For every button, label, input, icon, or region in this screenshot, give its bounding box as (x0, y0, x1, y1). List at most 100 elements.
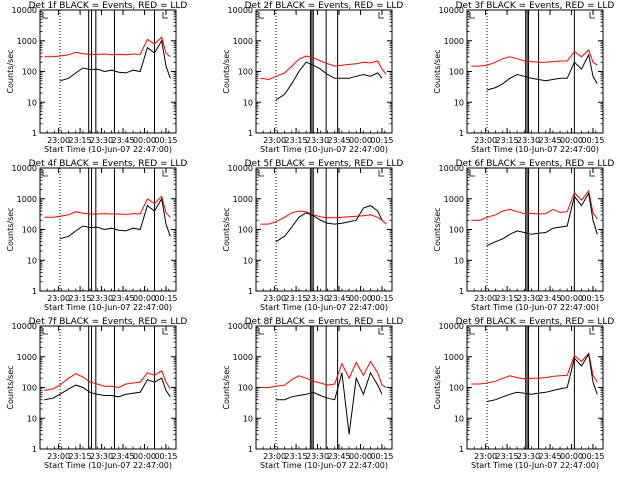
y-tick-label: 10 (243, 98, 253, 107)
lld-series-line (471, 49, 598, 67)
y-axis-label: Counts/sec (222, 365, 231, 409)
panel-title: Det 7f BLACK = Events, RED = LLD (29, 317, 188, 327)
events-series-line (486, 53, 598, 91)
corner-flag (258, 12, 264, 19)
x-tick-label: 23:00 (47, 294, 70, 303)
panel-7: Det 7f BLACK = Events, RED = LLD 1 10 100 10… (6, 317, 187, 470)
y-tick-label: 10 (27, 98, 37, 107)
y-tick-label: 100 (22, 384, 37, 393)
x-tick-label: 23:15 (69, 294, 92, 303)
y-axis-label: Counts/sec (222, 49, 231, 93)
y-tick-label: 10 (27, 414, 37, 423)
x-axis-label: Start Time (10-Jun-07 22:47:00) (44, 303, 172, 312)
y-tick-label: 10 (454, 98, 464, 107)
y-axis-label: Counts/sec (433, 49, 442, 93)
y-tick-label: 1 (248, 445, 253, 454)
x-tick-label: 23:15 (285, 136, 308, 145)
y-tick-label: 10000 (228, 322, 253, 331)
events-series-line (275, 205, 383, 243)
events-series-line (486, 352, 598, 402)
corner-flag (42, 328, 48, 335)
x-tick-label: 00:15 (154, 294, 177, 303)
x-tick-label: 23:15 (69, 136, 92, 145)
x-tick-label: 23:45 (539, 136, 562, 145)
y-tick-label: 1 (248, 287, 253, 296)
lld-series-line (260, 55, 387, 81)
x-tick-label: 00:00 (349, 452, 372, 461)
x-axis-label: Start Time (10-Jun-07 22:47:00) (44, 461, 172, 470)
lld-series-line (471, 189, 598, 221)
y-tick-label: 10000 (439, 164, 464, 173)
x-tick-label: 23:30 (517, 452, 540, 461)
x-tick-label: 23:45 (112, 136, 135, 145)
y-tick-label: 100 (238, 384, 253, 393)
corner-flag (162, 170, 168, 177)
corner-flag (162, 328, 168, 335)
x-axis-label: Start Time (10-Jun-07 22:47:00) (44, 145, 172, 154)
corner-flag (42, 170, 48, 177)
y-tick-label: 10000 (12, 164, 37, 173)
y-tick-label: 10000 (12, 322, 37, 331)
x-axis-label: Start Time (10-Jun-07 22:47:00) (260, 145, 388, 154)
x-tick-label: 23:15 (496, 452, 519, 461)
x-tick-label: 23:30 (90, 136, 113, 145)
lld-series-line (260, 360, 387, 388)
y-tick-label: 10 (454, 256, 464, 265)
y-tick-label: 1 (459, 445, 464, 454)
x-tick-label: 23:45 (539, 452, 562, 461)
y-axis-label: Counts/sec (6, 207, 15, 251)
y-axis-label: Counts/sec (222, 207, 231, 251)
x-tick-label: 00:15 (581, 452, 604, 461)
y-tick-label: 1000 (17, 353, 37, 362)
y-tick-label: 1000 (17, 195, 37, 204)
y-tick-label: 1 (459, 129, 464, 138)
lld-series-line (44, 195, 171, 218)
y-tick-label: 10 (27, 256, 37, 265)
corner-flag (469, 328, 475, 335)
y-tick-label: 10000 (228, 164, 253, 173)
x-tick-label: 23:15 (69, 452, 92, 461)
y-tick-label: 1000 (233, 353, 253, 362)
x-tick-label: 00:15 (154, 136, 177, 145)
corner-flag (589, 328, 595, 335)
y-axis-label: Counts/sec (6, 365, 15, 409)
y-axis-label: Counts/sec (433, 365, 442, 409)
panel-8: Det 8f BLACK = Events, RED = LLD 1 10 100 10… (222, 317, 403, 470)
corner-flag (469, 12, 475, 19)
y-tick-label: 1 (32, 287, 37, 296)
x-tick-label: 23:30 (90, 452, 113, 461)
y-tick-label: 1000 (17, 37, 37, 46)
lld-series-line (44, 36, 171, 58)
y-tick-label: 1000 (444, 353, 464, 362)
y-tick-label: 100 (449, 384, 464, 393)
events-series-line (276, 371, 383, 435)
y-tick-label: 10000 (439, 322, 464, 331)
x-tick-label: 23:45 (112, 452, 135, 461)
y-tick-label: 100 (238, 226, 253, 235)
corner-flag (42, 12, 48, 19)
panel-6: Det 6f BLACK = Events, RED = LLD 1 10 100 10… (433, 159, 614, 312)
x-tick-label: 23:30 (306, 136, 329, 145)
y-tick-label: 100 (238, 68, 253, 77)
x-tick-label: 00:00 (133, 452, 156, 461)
panel-title: Det 8f BLACK = Events, RED = LLD (245, 317, 404, 327)
x-tick-label: 00:15 (581, 294, 604, 303)
x-tick-label: 00:00 (560, 452, 583, 461)
y-tick-label: 100 (22, 226, 37, 235)
x-tick-label: 23:15 (496, 294, 519, 303)
panel-title: Det 9f BLACK = Events, RED = LLD (456, 317, 615, 327)
y-tick-label: 1000 (444, 195, 464, 204)
corner-flag (469, 170, 475, 177)
y-tick-label: 1 (459, 287, 464, 296)
x-tick-label: 00:00 (349, 294, 372, 303)
events-series-line (59, 197, 171, 240)
y-tick-label: 1 (32, 129, 37, 138)
panel-1: Det 1f BLACK = Events, RED = LLD 1 10 100 10… (6, 1, 187, 154)
y-tick-label: 10 (454, 414, 464, 423)
panel-4: Det 4f BLACK = Events, RED = LLD 1 10 100 10… (6, 159, 187, 312)
x-tick-label: 23:45 (328, 294, 351, 303)
panel-title: Det 4f BLACK = Events, RED = LLD (29, 159, 188, 169)
x-tick-label: 23:30 (517, 294, 540, 303)
x-tick-label: 23:00 (263, 136, 286, 145)
x-tick-label: 00:00 (133, 136, 156, 145)
